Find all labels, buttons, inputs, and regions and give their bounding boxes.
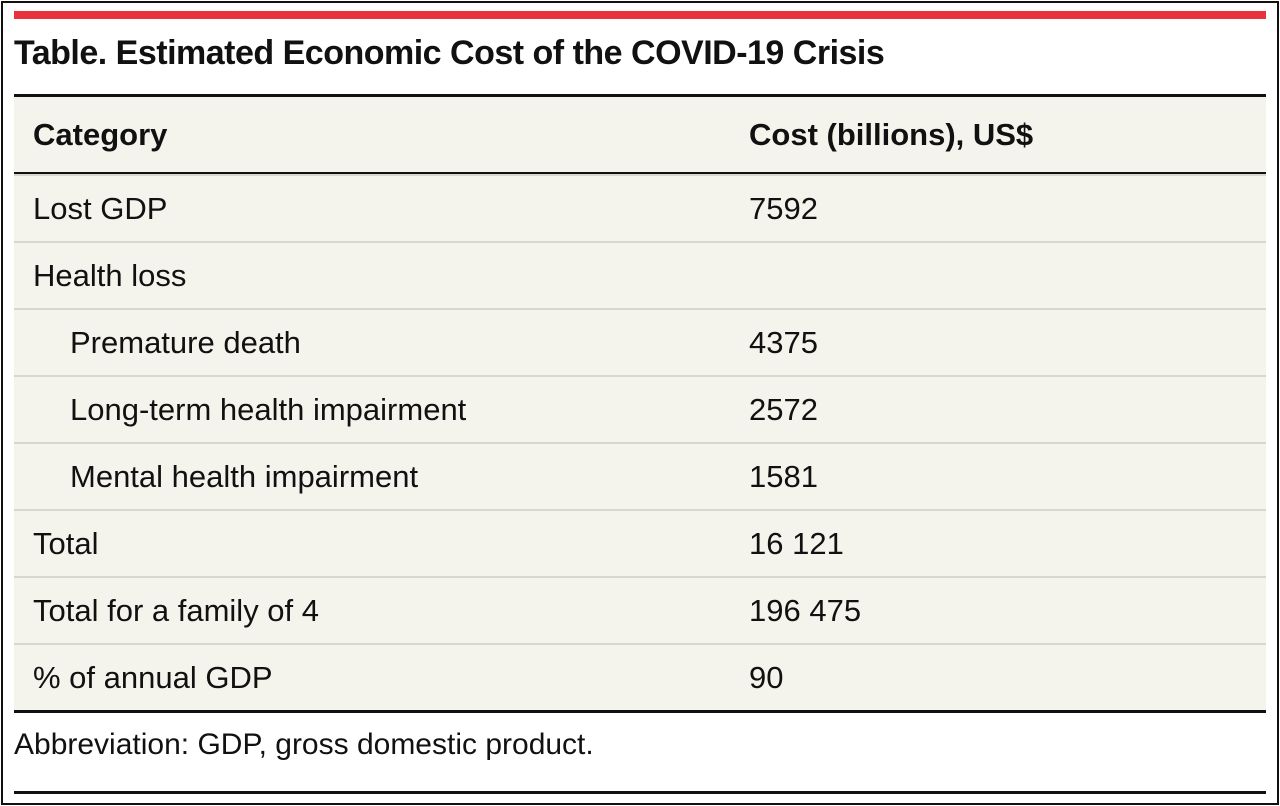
table-row: Total 16 121 bbox=[14, 509, 1266, 576]
cell-cost: 2572 bbox=[749, 391, 818, 427]
table-row: Health loss bbox=[14, 241, 1266, 308]
table-row: Mental health impairment 1581 bbox=[14, 442, 1266, 509]
table-title: Table. Estimated Economic Cost of the CO… bbox=[14, 34, 885, 72]
cell-category: Long-term health impairment bbox=[70, 391, 467, 427]
cell-category: Total for a family of 4 bbox=[33, 592, 320, 628]
cell-cost: 4375 bbox=[749, 324, 818, 360]
footnote-rule bbox=[14, 791, 1266, 794]
table-row: Lost GDP 7592 bbox=[14, 174, 1266, 241]
cell-category: Premature death bbox=[70, 324, 301, 360]
cell-category: Mental health impairment bbox=[70, 458, 419, 494]
cell-category: Health loss bbox=[33, 257, 187, 293]
cell-category: Total bbox=[33, 525, 99, 561]
data-table: Category Cost (billions), US$ Lost GDP 75… bbox=[14, 94, 1266, 713]
cell-category: Lost GDP bbox=[33, 190, 168, 226]
table-row: Total for a family of 4 196 475 bbox=[14, 576, 1266, 643]
accent-bar bbox=[14, 11, 1266, 19]
cell-cost: 1581 bbox=[749, 458, 818, 494]
footnote: Abbreviation: GDP, gross domestic produc… bbox=[14, 728, 594, 761]
cell-cost: 7592 bbox=[749, 190, 818, 226]
table-header-row: Category Cost (billions), US$ bbox=[14, 97, 1266, 174]
cell-cost: 196 475 bbox=[749, 592, 862, 628]
table-row: % of annual GDP 90 bbox=[14, 643, 1266, 710]
header-cost: Cost (billions), US$ bbox=[749, 116, 1034, 152]
cell-cost: 90 bbox=[749, 659, 784, 695]
cell-cost: 16 121 bbox=[749, 525, 844, 561]
cell-category: % of annual GDP bbox=[33, 659, 273, 695]
table-row: Premature death 4375 bbox=[14, 308, 1266, 375]
header-category: Category bbox=[33, 116, 168, 152]
table-row: Long-term health impairment 2572 bbox=[14, 375, 1266, 442]
